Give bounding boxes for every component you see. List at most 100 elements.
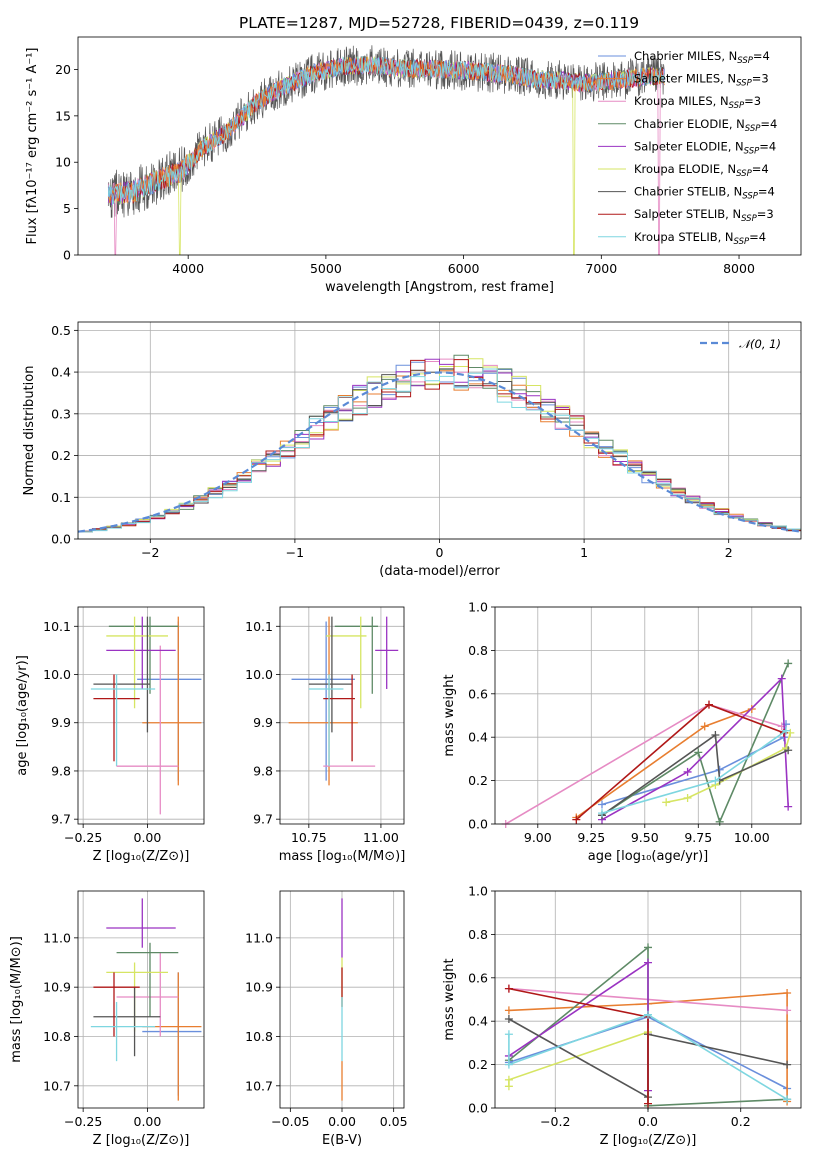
weight_vs_Z-marker — [504, 984, 513, 993]
weight_vs_age-ytick-label: 0.2 — [468, 773, 488, 788]
mass_vs_EBV-ytick-label: 10.7 — [245, 1078, 273, 1093]
figure-title: PLATE=1287, MJD=52728, FIBERID=0439, z=0… — [239, 14, 639, 32]
weight_vs_age-frame-rect — [494, 606, 802, 825]
weight_vs_Z-ytick-label: 1.0 — [468, 884, 488, 899]
spectrum-series-8 — [107, 56, 665, 205]
spectrum-ytick-label: 15 — [55, 108, 71, 123]
residuals-xtick-label: −1 — [286, 545, 304, 560]
weight_vs_age-series-6 — [601, 733, 789, 816]
weight_vs_Z-marker — [644, 958, 652, 967]
age_vs_mass-axes — [280, 607, 404, 824]
weight_vs_age-ytick-label: 0.8 — [468, 643, 488, 658]
weight_vs_Z-ytick-label: 0.0 — [468, 1101, 488, 1116]
weight_vs_Z-marker — [644, 1099, 652, 1108]
weight_vs_Z-xtick-label: 0.0 — [638, 1114, 658, 1129]
mass_vs_EBV-ytick-label: 10.8 — [245, 1029, 273, 1044]
mass_vs_Z-errorbars — [90, 898, 202, 1101]
weight_vs_age-ytick-label: 0.4 — [468, 730, 488, 745]
weight_vs_Z-ylabel: mass weight — [442, 958, 457, 1040]
weight_vs_age-marker — [683, 767, 692, 776]
legend-entry: Kroupa MILES, NSSP=3 — [634, 94, 761, 111]
age_vs_mass-ytick-label: 10.1 — [245, 619, 273, 634]
residuals-xlabel: (data-model)/error — [379, 564, 500, 579]
spectrum-xlabel: wavelength [Angstrom, rest frame] — [325, 280, 554, 295]
residuals-ytick-label: 0.1 — [51, 490, 71, 505]
age_vs_Z-ytick-label: 9.9 — [51, 715, 71, 730]
weight_vs_Z-ytick-label: 0.4 — [468, 1014, 488, 1029]
weight_vs_Z-series-8 — [508, 1013, 788, 1100]
mass_vs_EBV-xtick-label: 0.05 — [380, 1114, 408, 1129]
age_vs_mass-ytick-label: 9.7 — [253, 812, 273, 827]
weight_vs_age-marker — [784, 659, 793, 668]
age_vs_Z-axes — [78, 607, 204, 824]
spectrum-frame-rect — [77, 36, 802, 256]
weight_vs_age-xtick-label: 10.00 — [734, 830, 770, 845]
mass_vs_EBV-ytick-label: 10.9 — [245, 980, 273, 995]
weight_vs_age-marker — [662, 798, 671, 807]
mass_vs_EBV-xlabel: E(B-V) — [322, 1133, 362, 1148]
weight_vs_age-marker — [711, 776, 720, 785]
age_vs_mass-xtick-label: 10.75 — [291, 830, 327, 845]
age_vs_Z-ytick-label: 9.8 — [51, 763, 71, 778]
age_vs_mass-frame: 10.75 11.00 9.7 9.8 9.9 10.0 10.1 mass [log₁₀(M… — [245, 606, 406, 864]
weight_vs_Z-xtick-label: 0.2 — [731, 1114, 751, 1129]
weight_vs_Z-ytick-label: 0.6 — [468, 970, 488, 985]
weight_vs_age-marker — [782, 726, 791, 735]
age_vs_Z-ytick-label: 9.7 — [51, 812, 71, 827]
age_vs_Z-xtick-label: −0.25 — [64, 830, 102, 845]
weight_vs_age-xtick-label: 9.25 — [577, 830, 605, 845]
weight_vs_age-marker — [777, 674, 786, 683]
weight_vs_age-xtick-label: 9.00 — [524, 830, 552, 845]
spectrum-ytick-label: 10 — [55, 155, 71, 170]
residuals-frame: −2 −1 0 1 2 0.0 0.1 0.2 0.3 0.4 0.5 (data-model)/er… — [22, 321, 802, 579]
spectrum-ytick-label: 0 — [63, 248, 71, 263]
age_vs_Z-xtick-label: 0.00 — [134, 830, 162, 845]
weight_vs_age-marker — [597, 800, 606, 809]
residuals-ytick-label: 0.5 — [51, 323, 71, 338]
residuals-ytick-label: 0.3 — [51, 406, 71, 421]
spectrum-xtick-label: 8000 — [723, 261, 755, 276]
weight_vs_Z-series-7 — [508, 987, 649, 1104]
age_vs_mass-ytick-label: 9.9 — [253, 715, 273, 730]
weight_vs_age-marker — [700, 722, 709, 731]
weight_vs_age-series-0 — [601, 724, 787, 806]
weight_vs_Z-frame: −0.2 0.0 0.2 0.0 0.2 0.4 0.6 0.8 1.0 Z [log₁₀(Z/Z… — [442, 884, 802, 1148]
weight_vs_Z-marker — [504, 1006, 513, 1015]
weight_vs_age-marker — [784, 802, 793, 811]
residuals-xtick-label: 0 — [436, 545, 444, 560]
age_vs_Z-xlabel: Z [log₁₀(Z/Z⊙)] — [93, 849, 190, 864]
legend-entry: Kroupa STELIB, NSSP=4 — [634, 230, 766, 247]
weight_vs_Z-xtick-label: −0.2 — [540, 1114, 570, 1129]
residuals-xtick-label: 1 — [580, 545, 588, 560]
residuals-ytick-label: 0.4 — [51, 365, 71, 380]
age_vs_Z-ylabel: age [log₁₀(age/yr)] — [15, 655, 30, 776]
weight_vs_age-series-8 — [601, 730, 787, 814]
age_vs_mass-xtick-label: 11.00 — [363, 830, 399, 845]
weight_vs_age-marker — [694, 748, 703, 757]
weight_vs_age-frame: 9.00 9.25 9.50 9.75 10.00 0.0 0.2 0.4 0.6 0.8 1.0 a… — [442, 600, 802, 864]
weight_vs_Z-marker — [783, 1095, 792, 1104]
mass_vs_Z-ytick-label: 10.9 — [43, 980, 71, 995]
spectrum-xtick-label: 5000 — [310, 261, 342, 276]
spectrum-ytick-label: 20 — [55, 62, 71, 77]
spectrum-legend: Chabrier MILES, NSSP=4 Salpeter MILES, NS… — [598, 49, 777, 247]
mass_vs_EBV-xtick-label: 0.00 — [328, 1114, 356, 1129]
mass_vs_Z-ytick-label: 11.0 — [43, 930, 71, 945]
weight_vs_Z-marker — [504, 1060, 513, 1069]
weight_vs_age-ytick-label: 1.0 — [468, 600, 488, 615]
weight_vs_age-marker — [572, 815, 581, 824]
weight_vs_Z-marker — [504, 1030, 513, 1039]
spectrum-xtick-label: 7000 — [585, 261, 617, 276]
normal-legend-label: 𝒩(0, 1) — [739, 337, 781, 351]
age_vs_mass-errorbars — [288, 616, 399, 786]
mass_vs_Z-frame: −0.25 0.00 10.7 10.8 10.9 11.0 Z [log₁₀(Z/Z⊙)]… — [9, 890, 205, 1148]
residual-hist-8 — [78, 368, 801, 539]
weight_vs_age-xlabel: age [log₁₀(age/yr)] — [588, 849, 709, 864]
residual-histograms — [78, 354, 801, 539]
age_vs_Z-ytick-label: 10.1 — [43, 619, 71, 634]
mass_vs_Z-frame-rect — [77, 890, 205, 1109]
weight_vs_age-lines — [501, 659, 795, 828]
weight_vs_Z-series-1 — [508, 992, 788, 1102]
age_vs_mass-xlabel: mass [log₁₀(M/M⊙)] — [279, 849, 406, 864]
